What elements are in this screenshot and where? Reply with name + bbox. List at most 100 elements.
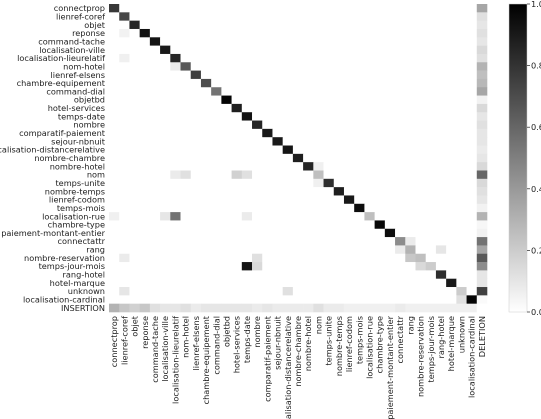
heatmap-cell [190, 128, 202, 138]
heatmap-cell [425, 278, 437, 288]
heatmap-cell [282, 187, 294, 196]
heatmap-cell [446, 153, 457, 163]
heatmap-cell [149, 245, 161, 255]
heatmap-cell [466, 278, 478, 288]
heatmap-cell [395, 120, 406, 130]
heatmap-cell [262, 170, 273, 180]
heatmap-cell [109, 62, 120, 71]
heatmap-cell [313, 78, 324, 88]
heatmap-cell [456, 178, 467, 188]
heatmap-cell [374, 253, 386, 263]
heatmap-cell [466, 145, 478, 155]
x-tick-labels: connectprop lienref-coref objet reponse comm… [109, 315, 487, 419]
heatmap-cell [170, 28, 181, 38]
heatmap-cell [435, 303, 447, 313]
heatmap-cell [160, 137, 171, 146]
heatmap-cell [292, 170, 304, 180]
heatmap-cell [170, 287, 181, 296]
heatmap-cell [405, 70, 416, 80]
heatmap-cell [415, 212, 427, 221]
heatmap-cell [272, 128, 283, 138]
heatmap-cell [323, 187, 335, 196]
heatmap-cell [262, 78, 273, 88]
heatmap-cell [456, 187, 467, 196]
heatmap-cell [333, 103, 345, 113]
heatmap-cell [241, 70, 253, 80]
heatmap-cell [149, 28, 161, 38]
heatmap-cell [446, 128, 457, 138]
heatmap-cell [221, 4, 232, 13]
heatmap-cell [200, 137, 212, 146]
heatmap-cell [221, 128, 232, 138]
heatmap-cell [313, 253, 324, 263]
x-tick-label: temps-date [242, 316, 252, 363]
heatmap-cell [343, 178, 355, 188]
heatmap-cell [252, 12, 263, 21]
heatmap-cell [303, 87, 314, 96]
heatmap-cell [425, 12, 437, 21]
heatmap-cell [200, 70, 212, 80]
heatmap-cell [405, 253, 416, 263]
heatmap-cell [374, 237, 386, 246]
heatmap-cell [364, 103, 375, 113]
heatmap-cell [343, 162, 355, 171]
heatmap-cell [272, 70, 283, 80]
heatmap-cell [323, 162, 335, 171]
heatmap-cell [160, 245, 171, 255]
heatmap-cell [170, 87, 181, 96]
heatmap-cell [446, 278, 457, 288]
heatmap-cell [282, 87, 294, 96]
heatmap-cell [446, 212, 457, 221]
heatmap-cell [374, 95, 386, 105]
heatmap-cell [343, 53, 355, 63]
heatmap-cell [211, 178, 222, 188]
heatmap-cell [211, 262, 222, 271]
heatmap-cell [221, 87, 232, 96]
heatmap-cell [446, 120, 457, 130]
heatmap-cell [129, 220, 140, 230]
heatmap-cell [292, 103, 304, 113]
heatmap-cell [231, 295, 243, 304]
heatmap-cell [231, 187, 243, 196]
heatmap-cell [282, 153, 294, 163]
heatmap-cell [364, 270, 375, 279]
heatmap-cell [343, 245, 355, 255]
heatmap-cell [374, 145, 386, 155]
heatmap-cell [129, 78, 140, 88]
heatmap-cell [476, 87, 488, 96]
heatmap-cell [395, 87, 406, 96]
heatmap-cell [149, 4, 161, 13]
heatmap-cell [139, 237, 151, 246]
heatmap-cell [405, 278, 416, 288]
heatmap-cell [170, 145, 181, 155]
heatmap-cell [200, 62, 212, 71]
heatmap-cell [364, 228, 375, 238]
heatmap-cell [149, 128, 161, 138]
heatmap-cell [425, 178, 437, 188]
heatmap-cell [384, 178, 396, 188]
heatmap-cell [415, 20, 427, 30]
heatmap-cell [149, 45, 161, 55]
heatmap-cell [466, 103, 478, 113]
heatmap-cell [374, 103, 386, 113]
heatmap-cell [109, 87, 120, 96]
heatmap-cell [415, 37, 427, 46]
heatmap-cell [211, 78, 222, 88]
heatmap-cell [425, 128, 437, 138]
heatmap-cell [435, 145, 447, 155]
heatmap-cell [252, 278, 263, 288]
heatmap-cell [425, 120, 437, 130]
heatmap-cell [292, 37, 304, 46]
heatmap-cell [180, 278, 192, 288]
heatmap-cell [476, 145, 488, 155]
heatmap-cell [395, 162, 406, 171]
heatmap-cell [395, 195, 406, 205]
heatmap-cell [446, 137, 457, 146]
heatmap-cell [333, 78, 345, 88]
heatmap-cell [129, 178, 140, 188]
heatmap-cell [221, 195, 232, 205]
heatmap-cell [262, 220, 273, 230]
heatmap-cell [384, 153, 396, 163]
heatmap-cell [476, 162, 488, 171]
y-tick-label: temps-jour-mois [39, 261, 105, 271]
